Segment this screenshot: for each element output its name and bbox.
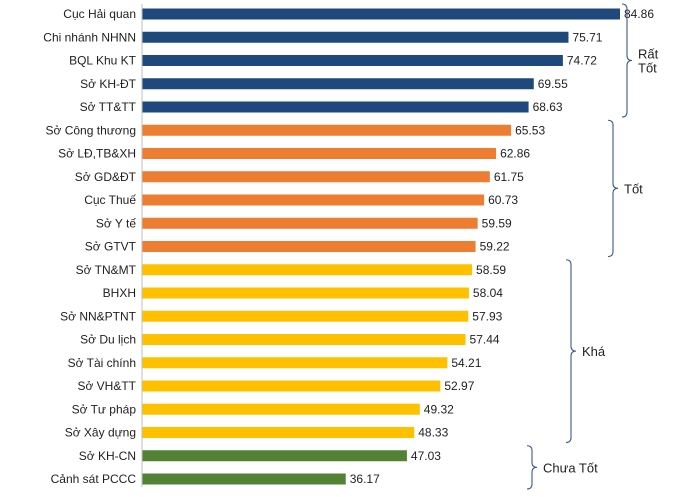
category-label-so-gtvt: Sở GTVT xyxy=(85,240,137,254)
bar-so-y-te xyxy=(142,217,478,229)
bar-so-cong-thuong xyxy=(142,124,512,136)
value-label-bhxh: 58.04 xyxy=(473,286,503,300)
bars-layer xyxy=(141,4,620,487)
bar-so-tu-phap xyxy=(142,403,420,415)
category-label-chi-nhanh-nhnn: Chi nhánh NHNN xyxy=(43,30,136,44)
category-label-cuc-thue: Cục Thuế xyxy=(84,193,136,207)
category-label-so-xay-dung: Sở Xây dựng xyxy=(65,426,136,440)
value-label-so-cong-thuong: 65.53 xyxy=(515,123,545,137)
value-label-so-du-lich: 57.44 xyxy=(470,333,500,347)
bar-canh-sat-pccc xyxy=(142,473,346,485)
category-label-so-kh-dt: Sở KH-ĐT xyxy=(80,77,137,91)
bar-so-gtvt xyxy=(142,241,476,252)
bar-so-ld-tb-xh xyxy=(142,148,497,159)
value-label-so-tn-mt: 58.59 xyxy=(476,263,506,277)
value-label-cuc-thue: 60.73 xyxy=(488,193,518,207)
category-label-canh-sat-pccc: Cảnh sát PCCC xyxy=(51,472,137,486)
value-label-so-kh-cn: 47.03 xyxy=(411,449,441,463)
value-label-so-ld-tb-xh: 62.86 xyxy=(500,147,530,161)
bar-so-vh-tt xyxy=(142,380,441,392)
group-label-0-1: Tốt xyxy=(638,61,657,76)
bar-so-tn-mt xyxy=(142,264,473,276)
value-label-so-vh-tt: 52.97 xyxy=(444,379,474,393)
category-label-so-tai-chinh: Sở Tài chính xyxy=(68,356,136,370)
bar-bhxh xyxy=(142,287,469,299)
value-label-chi-nhanh-nhnn: 75.71 xyxy=(572,30,602,44)
group-label-0-0: Rất xyxy=(638,47,659,62)
bar-cuc-hai-quan xyxy=(142,8,620,20)
value-label-bql-khu-kt: 74.72 xyxy=(567,54,597,68)
value-label-so-gtvt: 59.22 xyxy=(480,240,510,254)
value-label-so-kh-dt: 69.55 xyxy=(538,77,568,91)
value-label-so-tai-chinh: 54.21 xyxy=(451,356,481,370)
bar-bql-khu-kt xyxy=(142,55,563,66)
value-label-so-y-te: 59.59 xyxy=(482,216,512,230)
value-label-canh-sat-pccc: 36.17 xyxy=(350,472,380,486)
category-label-so-cong-thuong: Sở Công thương xyxy=(46,123,137,137)
group-bracket-1 xyxy=(607,119,619,258)
bar-so-gd-dt xyxy=(142,171,490,183)
bar-so-nn-ptnt xyxy=(142,310,469,322)
category-label-so-du-lich: Sở Du lịch xyxy=(80,333,136,347)
bar-so-kh-cn xyxy=(142,450,407,462)
value-label-so-nn-ptnt: 57.93 xyxy=(472,309,502,323)
bar-cuc-thue xyxy=(142,194,485,206)
group-bracket-2 xyxy=(565,259,577,444)
category-label-bql-khu-kt: BQL Khu KT xyxy=(69,54,137,68)
category-label-so-tn-mt: Sở TN&MT xyxy=(76,263,137,277)
category-label-so-tu-phap: Sở Tư pháp xyxy=(72,402,137,416)
bar-so-xay-dung xyxy=(142,427,415,438)
bar-so-tai-chinh xyxy=(142,357,448,369)
value-label-so-tt-tt: 68.63 xyxy=(533,100,563,114)
bar-chi-nhanh-nhnn xyxy=(142,31,569,43)
value-label-cuc-hai-quan: 84.86 xyxy=(624,7,654,21)
category-label-so-ld-tb-xh: Sở LĐ,TB&XH xyxy=(58,147,136,161)
group-label-3-0: Chưa Tốt xyxy=(543,460,598,475)
category-label-cuc-hai-quan: Cục Hải quan xyxy=(63,7,136,21)
group-bracket-0 xyxy=(621,3,633,118)
bar-so-tt-tt xyxy=(142,101,529,113)
category-label-so-kh-cn: Sở KH-CN xyxy=(79,449,136,463)
value-label-so-tu-phap: 49.32 xyxy=(424,402,454,416)
category-label-bhxh: BHXH xyxy=(103,286,136,300)
category-label-so-tt-tt: Sở TT&TT xyxy=(80,100,137,114)
group-label-1-0: Tốt xyxy=(624,181,643,196)
category-label-so-y-te: Sở Y tế xyxy=(96,216,136,230)
group-label-2-0: Khá xyxy=(582,344,606,359)
value-label-so-gd-dt: 61.75 xyxy=(494,170,524,184)
category-label-so-vh-tt: Sở VH&TT xyxy=(77,379,136,393)
group-bracket-3 xyxy=(526,445,538,490)
labels-layer: Cục Hải quan 84.86 Chi nhánh NHNN 75.71 BQL … xyxy=(43,7,654,486)
bar-so-du-lich xyxy=(142,334,466,345)
category-label-so-nn-ptnt: Sở NN&PTNT xyxy=(60,309,137,323)
bar-so-kh-dt xyxy=(142,78,534,90)
category-label-so-gd-dt: Sở GD&ĐT xyxy=(75,170,137,184)
value-label-so-xay-dung: 48.33 xyxy=(418,426,448,440)
